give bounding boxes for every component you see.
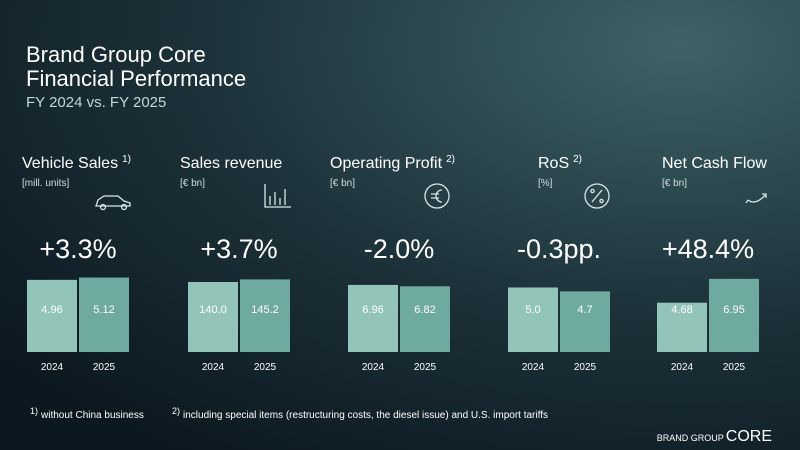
metric-title: Operating Profit 2) [330, 154, 455, 172]
bar [348, 284, 398, 352]
footnote-mark: 2) [172, 406, 180, 416]
x-tick-label: 2025 [723, 362, 746, 373]
logo-small: BRAND GROUP [657, 433, 724, 443]
value-label: 145.2 [251, 304, 279, 316]
metric-change: +3.3% [39, 234, 116, 264]
value-label: 4.7 [577, 304, 592, 316]
bar [508, 287, 558, 352]
metric-title: RoS 2) [538, 154, 582, 172]
metric-name: Operating Profit [330, 155, 443, 172]
footnote-mark: 1) [30, 406, 38, 416]
value-label: 4.96 [41, 304, 62, 316]
footnote-ref: 1) [122, 154, 131, 165]
metric-unit: [mill. units] [22, 178, 69, 189]
metric-name: Vehicle Sales [22, 155, 118, 172]
metric-unit: [€ bn] [330, 178, 355, 189]
bar [240, 279, 290, 352]
subtitle: Financial Performance [26, 66, 246, 91]
car-icon [95, 195, 131, 211]
cash-flow-icon [745, 193, 767, 204]
x-tick-label: 2024 [41, 362, 64, 373]
footnote-text: including special items (restructuring c… [183, 410, 548, 421]
footnote: 2) including special items (restructuring… [172, 406, 548, 421]
value-label: 4.68 [671, 304, 692, 316]
value-label: 5.12 [93, 304, 114, 316]
metric-change: -2.0% [364, 234, 435, 264]
metric-unit: [%] [538, 178, 553, 189]
bar [657, 302, 707, 352]
period: FY 2024 vs. FY 2025 [26, 94, 166, 111]
footnote: 1) without China business [30, 406, 144, 421]
bar [27, 279, 77, 352]
x-tick-label: 2025 [574, 362, 597, 373]
footnote-text: without China business [40, 410, 144, 421]
title: Brand Group Core [26, 42, 206, 67]
x-tick-label: 2024 [202, 362, 225, 373]
x-tick-label: 2025 [254, 362, 277, 373]
bar [560, 291, 610, 352]
bar-chart-icon [264, 184, 291, 208]
logo-large: CORE [726, 428, 772, 445]
footnote-ref: 2) [446, 154, 455, 165]
value-label: 5.0 [525, 304, 540, 316]
value-label: 6.96 [362, 304, 383, 316]
x-tick-label: 2025 [414, 362, 437, 373]
value-label: 6.82 [414, 304, 435, 316]
bar [79, 277, 129, 352]
x-tick-label: 2024 [671, 362, 694, 373]
metric-unit: [€ bn] [180, 178, 205, 189]
euro-icon [424, 183, 450, 209]
x-tick-label: 2024 [362, 362, 385, 373]
footnote-ref: 2) [573, 154, 582, 165]
metric-change: +48.4% [662, 234, 754, 264]
metric-unit: [€ bn] [662, 178, 687, 189]
bar [709, 278, 759, 352]
metric-name: Sales revenue [180, 155, 282, 172]
metric-change: -0.3pp. [517, 234, 601, 264]
x-tick-label: 2025 [93, 362, 116, 373]
metric-title: Sales revenue [180, 155, 282, 172]
metric-name: Net Cash Flow [662, 155, 767, 172]
metric-name: RoS [538, 155, 569, 172]
x-tick-label: 2024 [522, 362, 545, 373]
metric-title: Net Cash Flow [662, 155, 767, 172]
metric-change: +3.7% [200, 234, 277, 264]
value-label: 6.95 [723, 304, 744, 316]
metric-title: Vehicle Sales 1) [22, 154, 131, 172]
percent-icon [584, 183, 610, 209]
logo: BRAND GROUP CORE [657, 428, 772, 445]
value-label: 140.0 [199, 304, 227, 316]
bar [400, 286, 450, 352]
bar [188, 282, 238, 352]
